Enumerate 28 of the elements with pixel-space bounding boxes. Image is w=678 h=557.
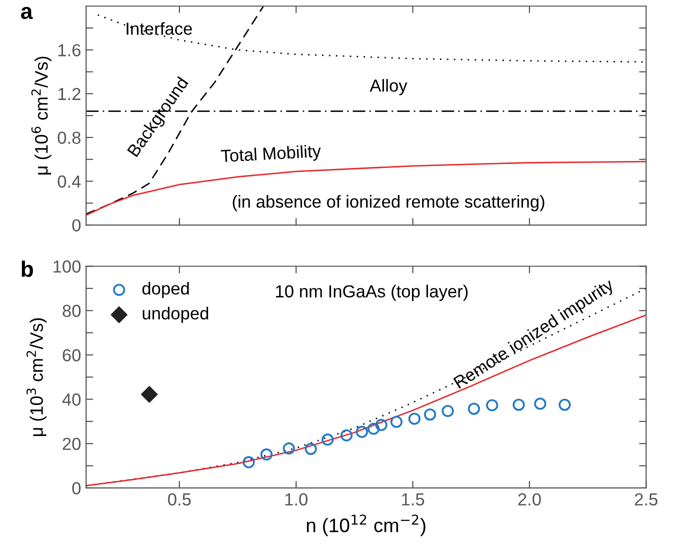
- x-tick-label: 0.5: [168, 493, 191, 506]
- y-axis-title: μ (10$^{3}$ cm$^{2}$/Vs): [26, 318, 47, 436]
- y-tick-label: 0.4: [58, 175, 81, 188]
- chart-title: a: [20, 6, 33, 20]
- y-tick-label: 40: [62, 393, 81, 406]
- y-tick-label: 1.6: [58, 44, 80, 56]
- annotation: 10 nm InGaAs (top layer): [276, 284, 468, 301]
- legend-label: undoped: [142, 306, 208, 323]
- legend-label: doped: [142, 282, 189, 298]
- y-tick-label: 0: [72, 219, 81, 232]
- annotation: Total Mobility: [220, 144, 322, 166]
- x-tick-label: 1.0: [285, 493, 308, 506]
- y-tick-label: 60: [62, 349, 81, 362]
- y-tick-label: 80: [62, 304, 81, 318]
- annotation: Interface: [126, 22, 192, 35]
- y-tick-label: 0: [72, 482, 81, 494]
- y-tick-label: 1.2: [58, 88, 80, 100]
- annotation: Alloy: [370, 79, 408, 96]
- x-tick-label: 2.5: [634, 493, 658, 506]
- annotation: (in absence of ionized remote scattering): [232, 195, 544, 212]
- y-tick-label: 20: [62, 438, 81, 450]
- y-tick-label: 0.8: [58, 132, 80, 144]
- chart-title: b: [22, 260, 34, 277]
- y-axis-title: μ (10$^{6}$ cm$^{2}$/Vs): [31, 56, 52, 174]
- x-axis-title: n (10$^{12}$ cm$^{−2}$): [306, 514, 426, 536]
- y-tick-label: 100: [54, 260, 81, 273]
- x-tick-label: 2.0: [518, 493, 541, 506]
- x-tick-label: 1.5: [402, 493, 424, 506]
